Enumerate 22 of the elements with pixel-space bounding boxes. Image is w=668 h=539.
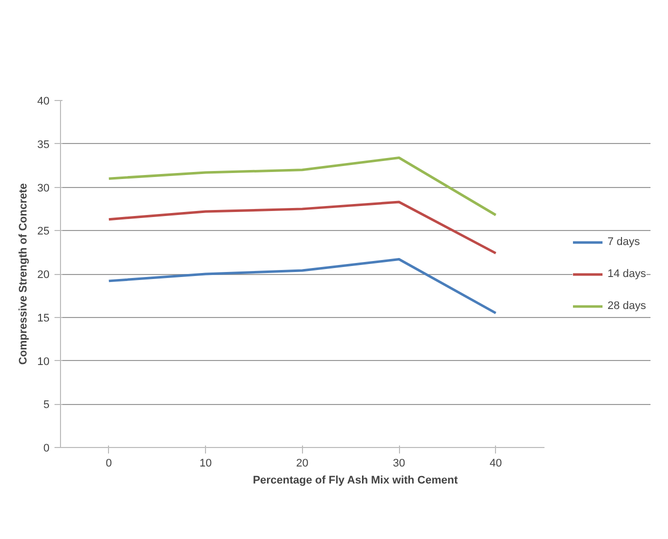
y-tick-label: 15	[37, 312, 50, 324]
x-axis-title: Percentage of Fly Ash Mix with Cement	[252, 474, 458, 486]
y-tick-label: 40	[37, 96, 50, 108]
legend-label: 28 days	[607, 300, 646, 312]
y-tick-label: 10	[37, 356, 50, 368]
y-tick-label: 0	[43, 442, 50, 454]
x-tick-label: 40	[490, 458, 502, 470]
x-tick-label: 10	[199, 458, 212, 470]
legend-label: 14 days	[607, 268, 646, 280]
y-axis-title: Compressive Strength of Concrete	[17, 183, 30, 365]
x-tick-label: 30	[392, 458, 406, 470]
line-series	[108, 200, 497, 254]
y-tick-label: 20	[37, 269, 50, 281]
y-tick-label: 25	[37, 226, 50, 238]
x-tick-label: 0	[106, 458, 112, 470]
y-tick-label: 30	[37, 182, 50, 194]
line-series	[108, 156, 497, 216]
y-tick-label: 5	[43, 399, 50, 412]
y-tick-label: 35	[37, 138, 50, 151]
legend-label: 7 days	[607, 236, 640, 248]
x-tick-label: 20	[296, 458, 308, 470]
line-series	[108, 258, 497, 314]
